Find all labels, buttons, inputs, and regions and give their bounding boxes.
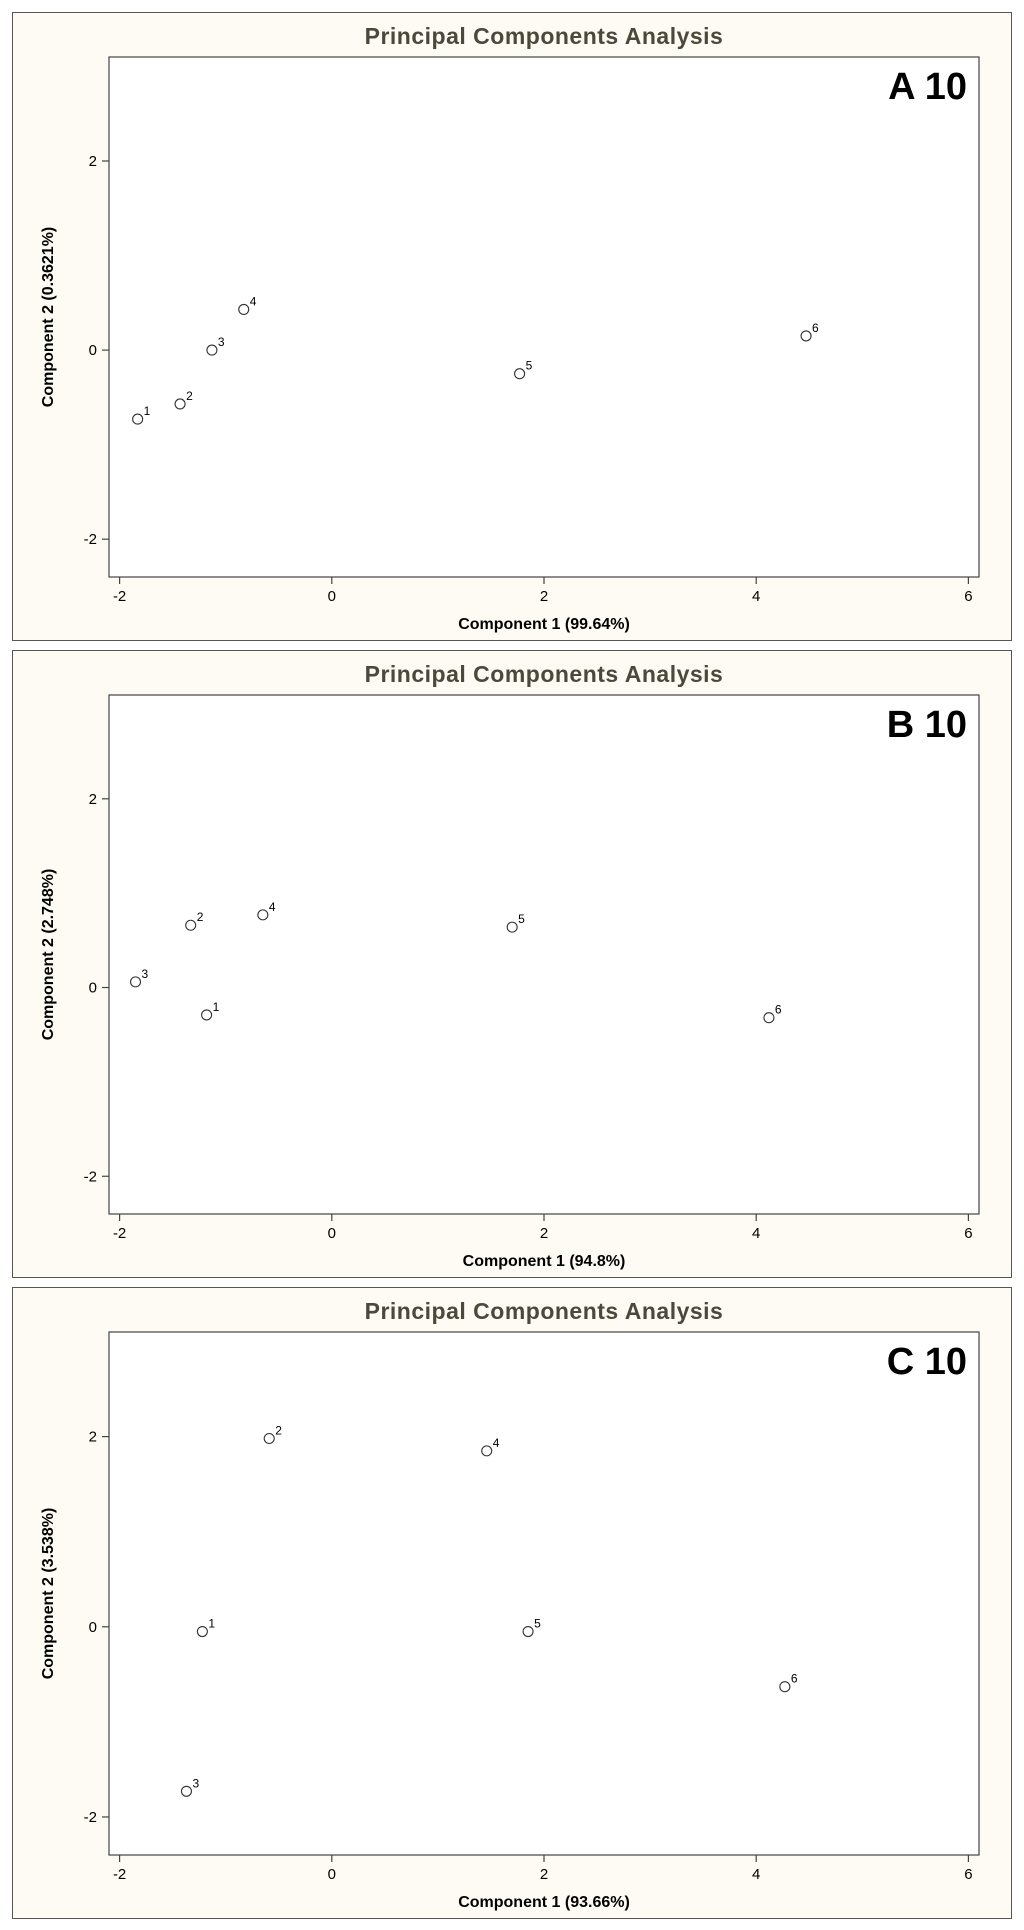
data-point-3	[180, 1785, 193, 1797]
chart-title: Principal Components Analysis	[365, 661, 724, 687]
y-axis-label: Component 2 (0.3621%)	[40, 227, 57, 407]
point-label-3: 3	[218, 335, 225, 349]
y-tick-label: 0	[89, 980, 97, 997]
data-point-1	[132, 413, 144, 425]
panel-label: A 10	[888, 66, 967, 108]
data-point-4	[257, 909, 269, 921]
x-tick-label: 2	[540, 1225, 548, 1242]
plot-area	[108, 1331, 980, 1856]
pca-panel-c: Principal Components Analysis C 10 -2 0 2 4 6 -…	[12, 1287, 1012, 1919]
y-tick-label: -2	[84, 531, 97, 548]
x-axis-label: Component 1 (99.64%)	[458, 616, 630, 633]
panel-label: B 10	[887, 704, 967, 746]
data-point-1	[201, 1009, 213, 1021]
x-axis-label: Component 1 (94.8%)	[463, 1253, 626, 1270]
point-label-1: 1	[208, 1617, 215, 1631]
point-label-6: 6	[775, 1003, 782, 1017]
x-tick-label: 4	[752, 1866, 760, 1883]
y-axis-label: Component 2 (3.538%)	[40, 1508, 57, 1680]
chart-title: Principal Components Analysis	[365, 23, 724, 49]
data-point-2	[263, 1432, 275, 1445]
point-label-2: 2	[275, 1424, 282, 1438]
x-tick-label: 0	[328, 588, 336, 605]
panel-label: C 10	[887, 1341, 967, 1383]
data-point-6	[800, 330, 812, 342]
x-tick-label: 6	[964, 1225, 972, 1242]
point-label-4: 4	[269, 900, 276, 914]
x-tick-label: 6	[964, 588, 972, 605]
point-label-5: 5	[534, 1617, 541, 1631]
x-tick-label: 0	[328, 1866, 336, 1883]
data-point-2	[185, 919, 197, 931]
point-label-5: 5	[526, 359, 533, 373]
point-label-2: 2	[197, 910, 204, 924]
y-tick-label: 2	[89, 1429, 97, 1446]
y-tick-label: 0	[89, 1619, 97, 1636]
point-label-1: 1	[144, 404, 151, 418]
data-point-6	[763, 1012, 775, 1024]
data-point-5	[506, 921, 518, 933]
pca-panel-b: Principal Components Analysis B 10 -2 0 2 4 6 -…	[12, 650, 1012, 1278]
point-label-6: 6	[812, 321, 819, 335]
x-tick-label: 4	[752, 1225, 760, 1242]
y-tick-label: 2	[89, 791, 97, 808]
x-tick-label: 0	[328, 1225, 336, 1242]
y-tick-label: -2	[84, 1809, 97, 1826]
data-point-1	[196, 1625, 208, 1638]
x-tick-label: 4	[752, 588, 760, 605]
pca-chart-b: Principal Components Analysis B 10 -2 0 2 4 6 -…	[40, 661, 980, 1270]
point-label-1: 1	[213, 1000, 220, 1014]
data-point-3	[129, 976, 142, 988]
y-tick-label: 0	[89, 342, 97, 359]
point-label-4: 4	[493, 1436, 500, 1450]
x-tick-label: 2	[540, 1866, 548, 1883]
pca-chart-c: Principal Components Analysis C 10 -2 0 2 4 6 -…	[40, 1298, 980, 1911]
x-axis-label: Component 1 (93.66%)	[458, 1894, 630, 1911]
data-point-5	[522, 1625, 534, 1638]
data-point-3	[206, 344, 218, 356]
point-label-5: 5	[518, 912, 525, 926]
pca-panel-a: Principal Components Analysis A 10 -2 0 2 4 6 -…	[12, 12, 1012, 641]
plot-area	[108, 694, 980, 1215]
chart-title: Principal Components Analysis	[365, 1298, 724, 1324]
y-axis-label: Component 2 (2.748%)	[40, 869, 57, 1041]
point-label-3: 3	[192, 1776, 199, 1790]
data-point-4	[481, 1445, 493, 1457]
x-tick-label: -2	[113, 1225, 126, 1242]
data-point-5	[514, 368, 526, 380]
data-point-4	[238, 303, 250, 315]
point-label-3: 3	[142, 967, 149, 981]
point-label-4: 4	[250, 294, 257, 308]
x-tick-label: -2	[113, 588, 126, 605]
y-tick-label: -2	[84, 1168, 97, 1185]
plot-area	[108, 56, 980, 578]
point-label-6: 6	[791, 1672, 798, 1686]
data-point-6	[779, 1681, 791, 1693]
y-tick-label: 2	[89, 153, 97, 170]
x-tick-label: 2	[540, 588, 548, 605]
x-tick-label: 6	[964, 1866, 972, 1883]
point-label-2: 2	[186, 389, 193, 403]
data-point-2	[174, 398, 186, 410]
x-tick-label: -2	[113, 1866, 126, 1883]
pca-chart-a: Principal Components Analysis A 10 -2 0 2 4 6 -…	[40, 23, 980, 633]
